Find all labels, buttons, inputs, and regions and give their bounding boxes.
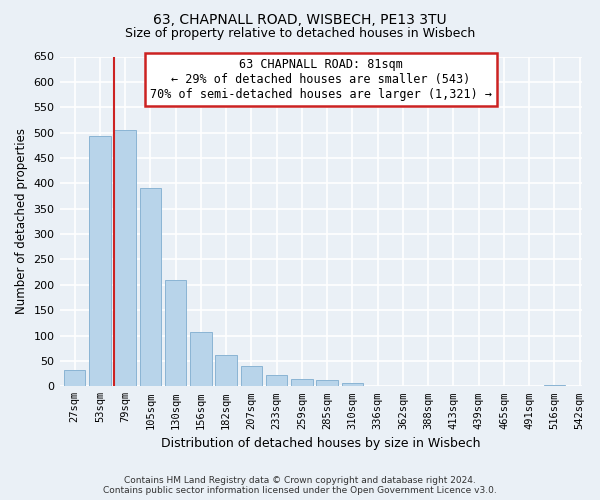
Bar (89, 136, 110, 386)
Bar (190, 332, 212, 386)
Bar (241, 366, 262, 386)
Text: Size of property relative to detached houses in Wisbech: Size of property relative to detached ho… (125, 28, 475, 40)
X-axis label: Distribution of detached houses by size in Wisbech: Distribution of detached houses by size … (161, 437, 481, 450)
Bar (115, 130, 136, 386)
Text: Contains HM Land Registry data © Crown copyright and database right 2024.
Contai: Contains HM Land Registry data © Crown c… (103, 476, 497, 495)
Bar (316, 380, 338, 386)
Bar (544, 385, 565, 386)
Bar (165, 280, 187, 386)
Bar (140, 188, 161, 386)
Bar (215, 355, 237, 386)
Y-axis label: Number of detached properties: Number of detached properties (15, 128, 28, 314)
Text: 63 CHAPNALL ROAD: 81sqm
← 29% of detached houses are smaller (543)
70% of semi-d: 63 CHAPNALL ROAD: 81sqm ← 29% of detache… (150, 58, 492, 101)
Bar (342, 383, 363, 386)
Bar (266, 374, 287, 386)
Text: 63, CHAPNALL ROAD, WISBECH, PE13 3TU: 63, CHAPNALL ROAD, WISBECH, PE13 3TU (153, 12, 447, 26)
Bar (64, 370, 85, 386)
Bar (291, 379, 313, 386)
